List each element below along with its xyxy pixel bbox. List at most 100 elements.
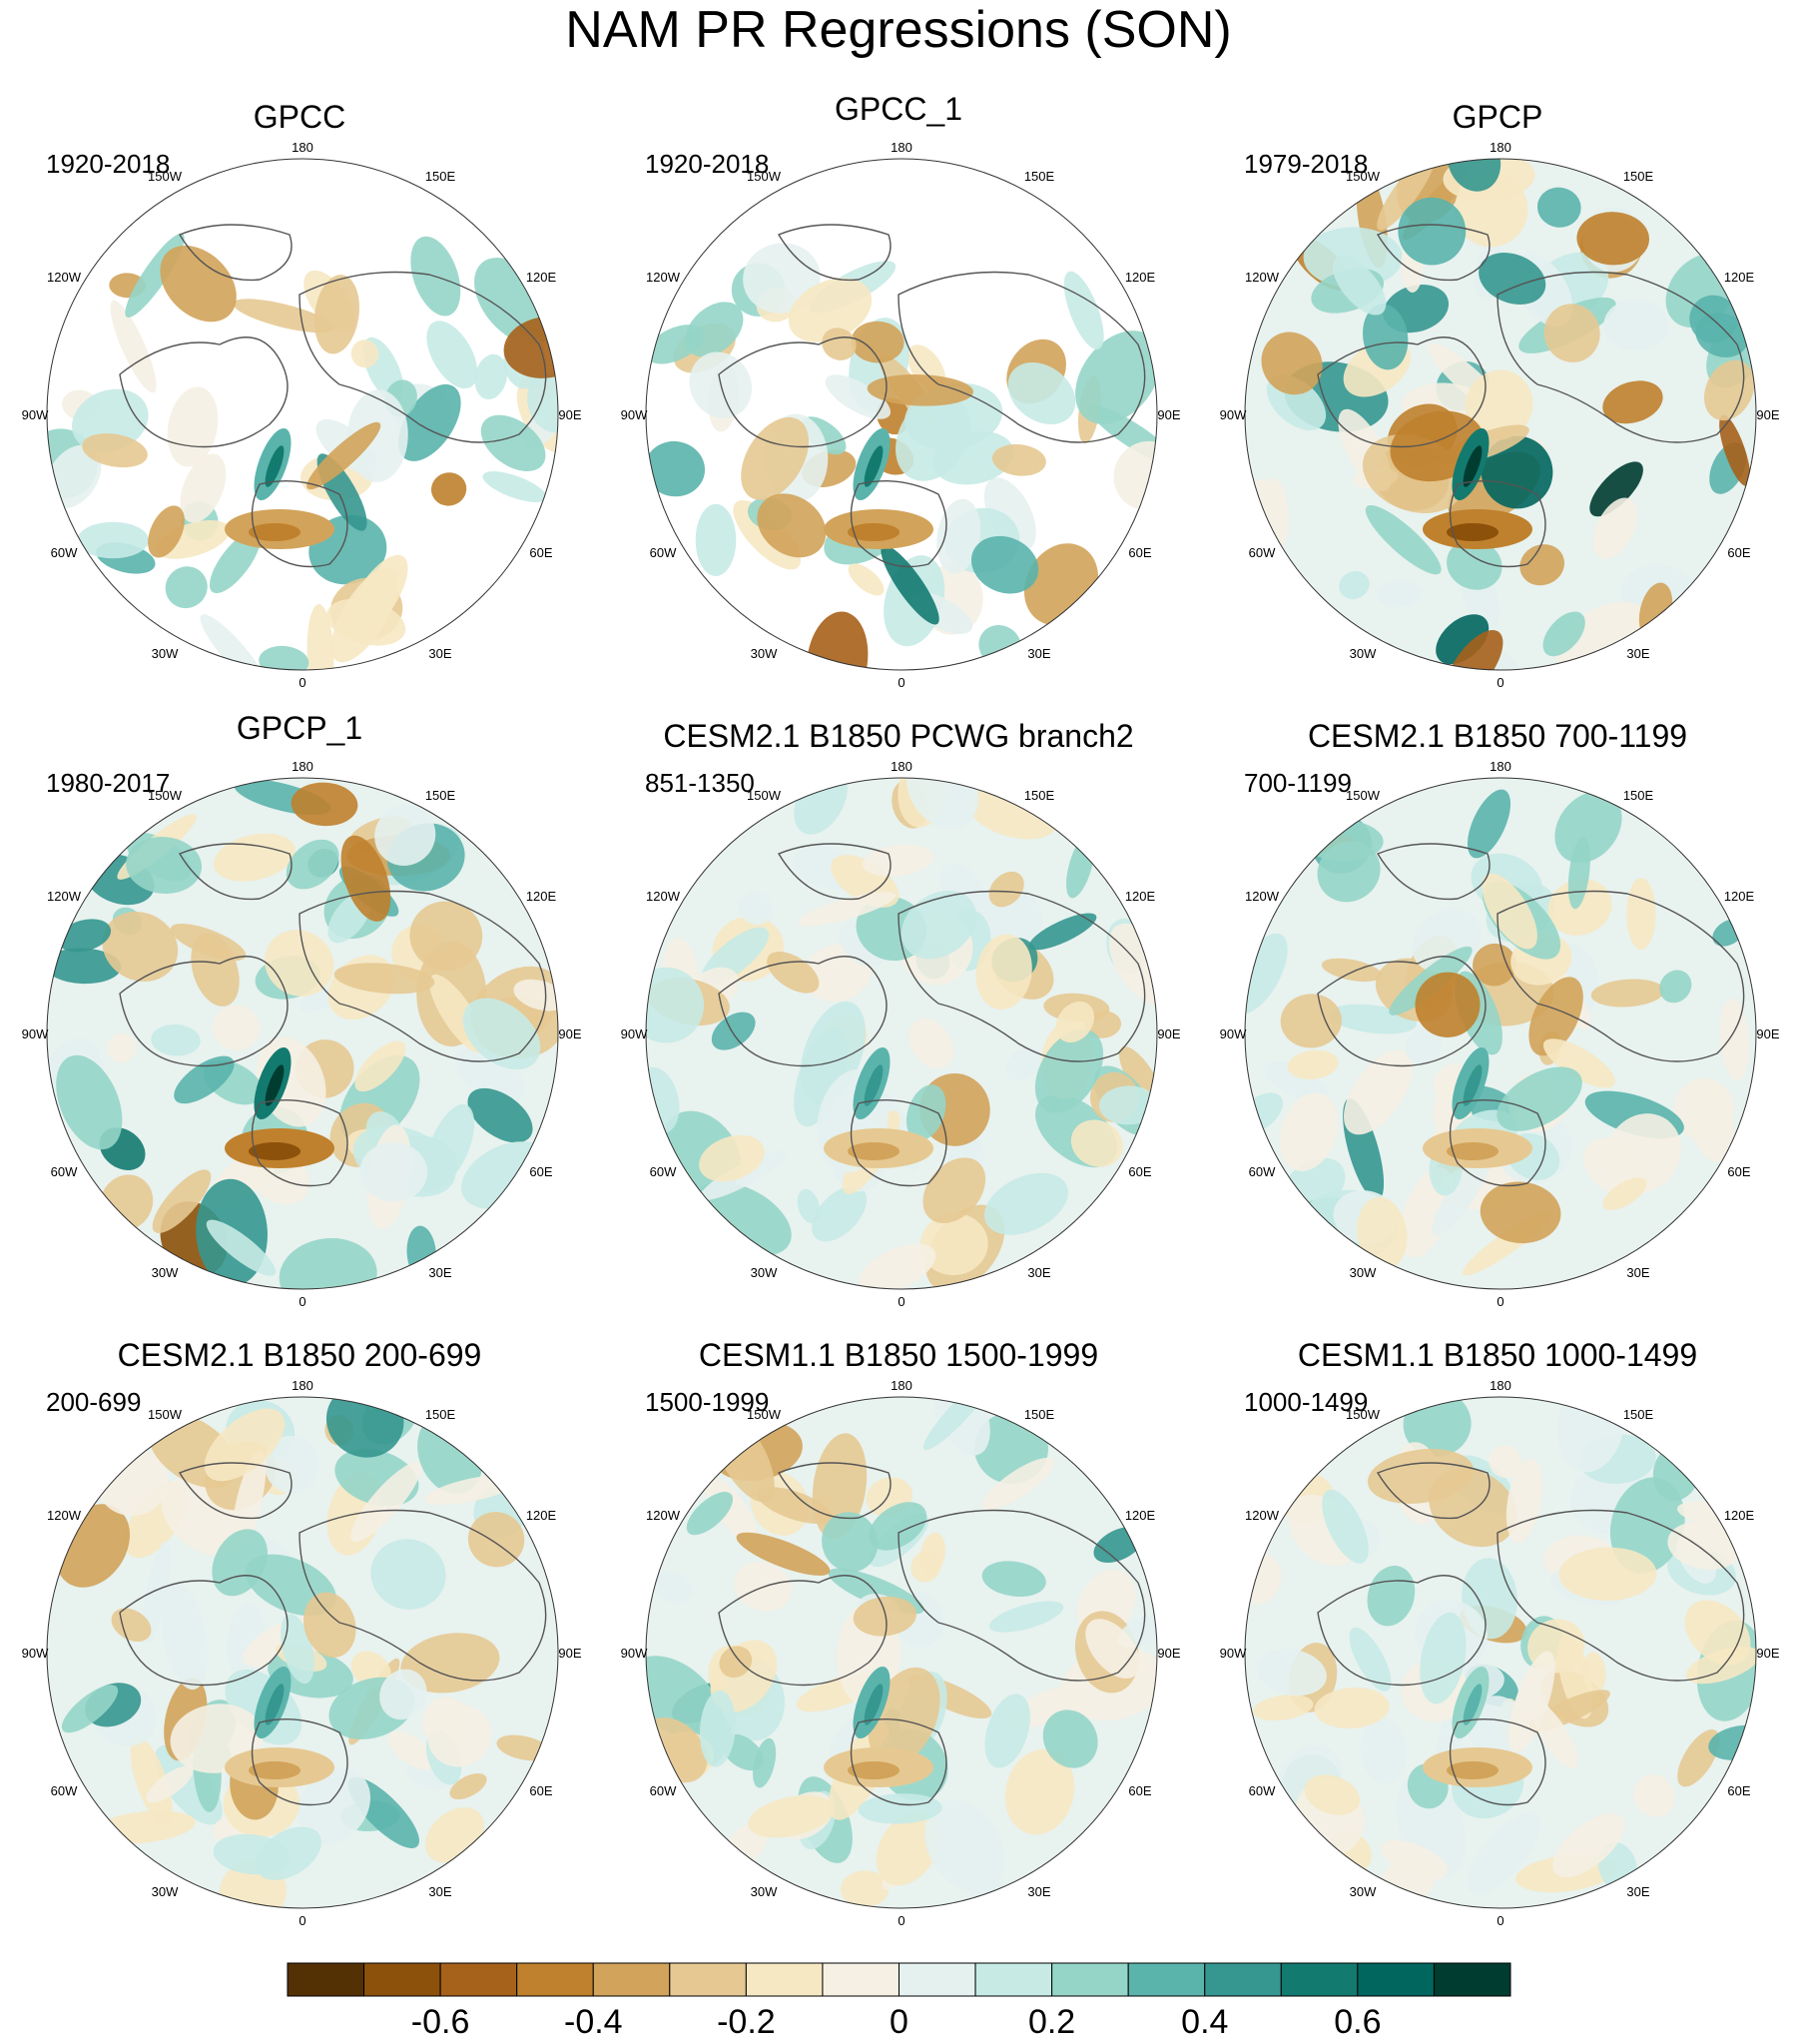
anomaly-patch (354, 1040, 406, 1092)
coastline (1449, 1099, 1546, 1187)
coastline (1497, 1509, 1745, 1682)
anomaly-patch (306, 604, 334, 670)
coastline (718, 956, 888, 1067)
anomaly-patch (397, 383, 461, 461)
anomaly-patch (212, 1005, 261, 1050)
anomaly-patch (699, 1134, 765, 1182)
longitude-label: 30W (152, 1884, 179, 1899)
anomaly-patch (753, 1737, 777, 1788)
longitude-label: 30E (1027, 646, 1050, 661)
map-panel: CESM2.1 B1850 700-1199 700-1199 180 150E 120… (1198, 714, 1797, 1333)
anomaly-patch (1590, 979, 1665, 1008)
anomaly-patch (991, 443, 1046, 476)
anomaly-patch (1405, 1028, 1443, 1064)
anomaly-patch (757, 1487, 833, 1524)
anomaly-patch (1398, 197, 1467, 266)
panel-title: GPCC (253, 99, 346, 135)
anomaly-patch (989, 1601, 1064, 1633)
anomaly-patch (1256, 1649, 1327, 1697)
longitude-label: 150W (148, 788, 183, 803)
longitude-label: 90E (558, 1646, 581, 1661)
coastline (777, 1462, 892, 1520)
anomaly-patch (970, 535, 1039, 594)
anomaly-patch (1508, 1651, 1555, 1753)
longitude-label: 90W (621, 1026, 648, 1041)
anomaly-patch (1558, 1547, 1657, 1602)
longitude-label: 30W (751, 646, 778, 661)
anomaly-patch (1034, 1028, 1104, 1113)
longitude-label: 60W (1249, 545, 1276, 560)
longitude-label: 150W (148, 169, 183, 184)
anomaly-patch (1363, 304, 1409, 370)
anomaly-patch (1360, 1718, 1408, 1784)
longitude-label: 120W (1245, 1508, 1280, 1523)
anomaly-patch (1075, 331, 1157, 424)
panel-title: CESM2.1 B1850 200-699 (117, 1337, 482, 1373)
longitude-label: 90W (22, 407, 49, 422)
anomaly-patch (1467, 1812, 1540, 1895)
longitude-label: 150E (425, 1407, 456, 1422)
anomaly-patch (1505, 1458, 1542, 1543)
anomaly-patch (467, 1087, 533, 1143)
anomaly-patch (1113, 440, 1157, 510)
anomaly-patch (654, 1572, 693, 1604)
longitude-label: 90W (1220, 1026, 1247, 1041)
polar-map: 180 150E 120E 90E 60E 30E 0 30W 60W 90W 120W 150W (1220, 1378, 1780, 1928)
map-border (46, 158, 559, 671)
longitude-label: 90E (558, 1026, 581, 1041)
anomaly-patch (922, 1157, 986, 1224)
anomaly-patch (359, 1141, 428, 1202)
coastline (850, 480, 947, 568)
map-border (645, 777, 1158, 1290)
coastline (1449, 1718, 1546, 1806)
longitude-label: 180 (292, 759, 313, 774)
anomaly-patch (1481, 435, 1553, 509)
coastline (718, 1575, 888, 1687)
scandinavia-core-anomaly (864, 1064, 884, 1106)
anomaly-patch (346, 554, 408, 637)
colorbar-bin (1127, 1962, 1206, 1997)
anomaly-patch (333, 963, 435, 995)
anomaly-patch (148, 505, 185, 558)
longitude-label: 120E (526, 270, 557, 285)
longitude-label: 120W (1245, 270, 1280, 285)
anomaly-patch (1602, 380, 1663, 424)
panel-title: GPCC_1 (834, 91, 963, 127)
anomaly-patch (822, 1512, 879, 1573)
anomaly-patch (1007, 362, 1076, 424)
longitude-label: 30E (1626, 1884, 1649, 1899)
anomaly-patch (1028, 913, 1097, 951)
longitude-label: 150E (425, 169, 456, 184)
anomaly-patch (922, 1397, 995, 1451)
coastline (777, 843, 892, 901)
anomaly-patch (474, 353, 508, 400)
anomaly-patch (1042, 1709, 1098, 1768)
colorbar-tick-label: -0.6 (411, 2003, 470, 2041)
anomaly-patch (82, 433, 148, 468)
anomaly-patch (704, 1476, 758, 1542)
anomaly-patch (1377, 159, 1436, 231)
anomaly-patch (1667, 1521, 1742, 1570)
anomaly-patch (1447, 539, 1502, 590)
anomaly-patch (111, 1608, 152, 1642)
longitude-label: 0 (299, 1294, 305, 1309)
longitude-label: 150W (747, 788, 782, 803)
anomaly-patch (400, 1633, 500, 1694)
anomaly-patch (370, 1539, 446, 1610)
anomaly-patch (1519, 544, 1565, 586)
anomaly-patch (1589, 461, 1643, 517)
longitude-label: 120W (646, 270, 681, 285)
longitude-label: 90E (1157, 1026, 1180, 1041)
anomaly-patch (425, 1103, 475, 1186)
coastline (1317, 337, 1487, 448)
anomaly-patch (449, 1772, 487, 1800)
coastline (119, 337, 289, 448)
longitude-label: 30E (428, 1265, 451, 1280)
precip-field (47, 159, 558, 670)
colorbar-tick-label: 0.4 (1181, 2003, 1228, 2041)
longitude-label: 90E (1157, 407, 1180, 422)
anomaly-patch (126, 837, 203, 894)
anomaly-patch (1659, 970, 1692, 1004)
anomaly-patch (1576, 212, 1649, 266)
anomaly-patch (107, 1032, 137, 1063)
